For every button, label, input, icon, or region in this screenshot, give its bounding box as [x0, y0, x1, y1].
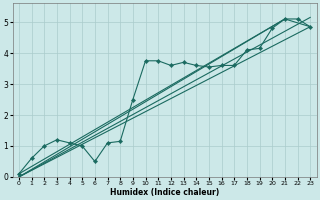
X-axis label: Humidex (Indice chaleur): Humidex (Indice chaleur): [110, 188, 219, 197]
